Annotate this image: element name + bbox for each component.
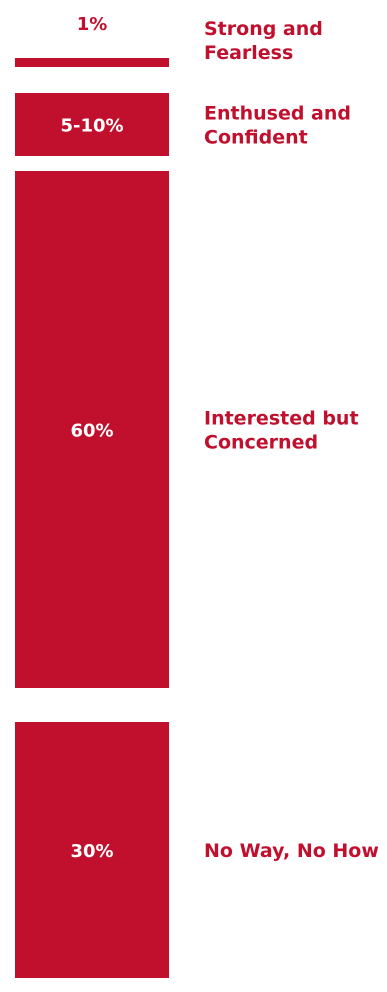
value-label-strong-and-fearless: 1%	[77, 14, 108, 35]
bar-no-way-no-how	[15, 722, 169, 978]
category-label-strong-and-fearless: Strong and Fearless	[204, 18, 323, 64]
category-label-interested-but-concerned: Interested but Concerned	[204, 408, 359, 454]
bar-enthused-and-confident	[15, 93, 169, 156]
category-label-no-way-no-how: No Way, No How	[204, 840, 379, 862]
category-label-enthused-and-confident: Enthused and Confident	[204, 103, 351, 149]
value-label-no-way-no-how: 30%	[70, 841, 113, 862]
value-label-enthused-and-confident: 5-10%	[60, 116, 123, 137]
value-label-interested-but-concerned: 60%	[70, 421, 113, 442]
bar-interested-but-concerned	[15, 171, 169, 688]
bar-strong-and-fearless	[15, 58, 169, 67]
